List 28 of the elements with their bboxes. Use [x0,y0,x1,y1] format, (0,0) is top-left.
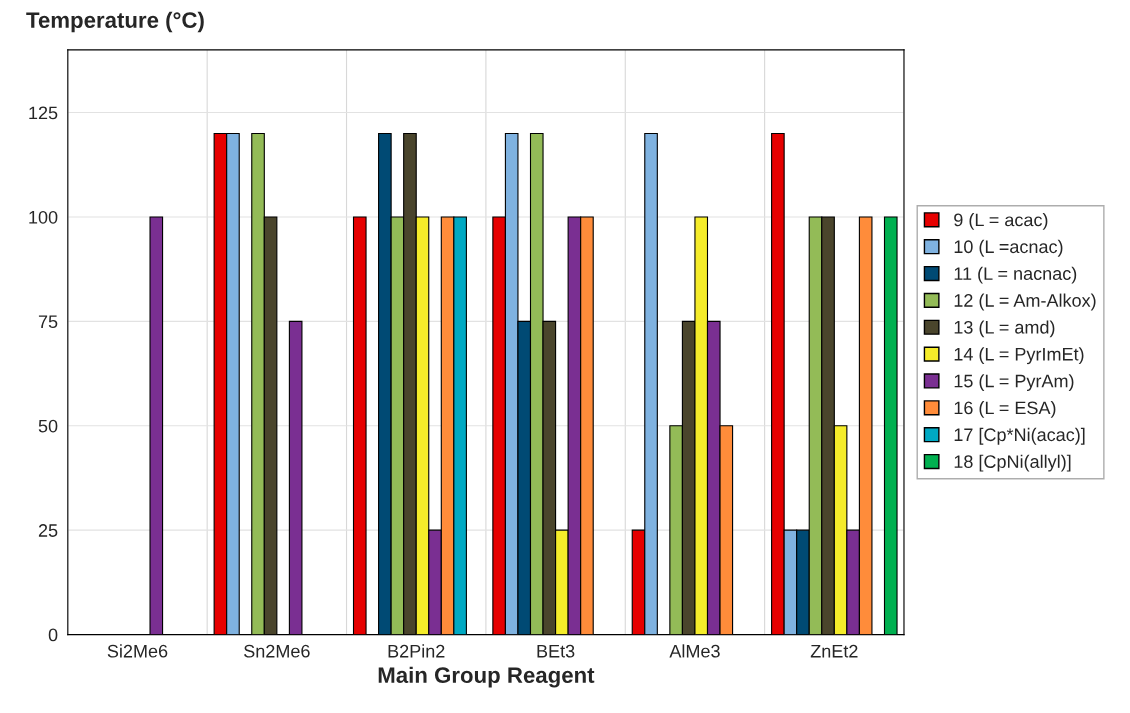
x-tick-label: ZnEt2 [810,644,858,658]
bar [883,216,898,635]
legend-label: 14 (L = PyrImEt) [954,347,1084,365]
legend-label: 10 (L =acnac) [954,239,1063,257]
legend-label: 11 (L = nacnac) [954,266,1077,284]
legend-label: 13 (L = amd) [954,320,1055,338]
y-tick-label: 125 [29,106,58,120]
legend-label: 12 (L = Am-Alkox) [954,293,1096,311]
bar [352,216,367,635]
x-axis-title: Main Group Reagent [378,666,595,688]
bar [288,320,303,635]
y-tick-label: 0 [48,628,58,642]
legend-label: 18 [CpNi(allyl)] [954,454,1071,472]
x-tick-label: Sn2Me6 [244,644,310,658]
x-tick-label: B2Pin2 [388,644,445,658]
legend-label: 9 (L = acac) [954,213,1048,230]
y-axis-title: Temperature (°C) [26,11,204,33]
y-tick-label: 25 [38,524,58,537]
x-tick-label: AlMe3 [669,644,720,658]
x-tick-label: Si2Me6 [107,644,168,658]
x-tick-label: BEt3 [537,644,575,658]
legend-label: 15 (L = PyrAm) [954,374,1074,391]
y-tick-label: 50 [38,419,58,433]
bar [149,216,164,635]
legend-label: 17 [Cp*Ni(acac)] [954,427,1085,445]
legend-label: 16 (L = ESA) [954,401,1056,418]
y-tick-label: 75 [38,315,58,329]
y-tick-label: 100 [29,210,58,224]
